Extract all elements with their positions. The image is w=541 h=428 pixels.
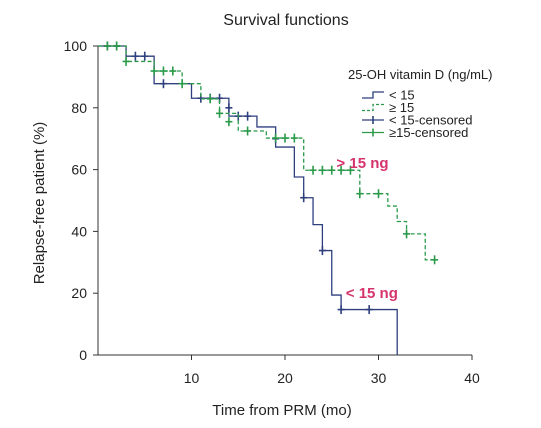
censored-mark-series-2 bbox=[150, 66, 158, 76]
censored-mark-series-2 bbox=[431, 255, 439, 265]
x-tick-label: 30 bbox=[371, 370, 387, 386]
censored-mark-series-2 bbox=[216, 108, 224, 118]
legend-label: ≥15-censored bbox=[389, 125, 468, 140]
censored-mark-series-2 bbox=[318, 165, 326, 175]
legend-entry-2: ≥ 15 bbox=[362, 100, 414, 115]
series-layer bbox=[98, 41, 439, 355]
censored-mark-series-2 bbox=[403, 229, 411, 239]
censored-mark-series-1 bbox=[300, 193, 308, 203]
legend-title: 25-OH vitamin D (ng/mL) bbox=[348, 67, 492, 82]
x-tick-label: 10 bbox=[184, 370, 200, 386]
censored-mark-series-2 bbox=[290, 133, 298, 143]
x-tick-label: 20 bbox=[277, 370, 293, 386]
legend-entry-4: ≥15-censored bbox=[362, 125, 468, 140]
axes bbox=[93, 45, 473, 360]
x-tick-label: 40 bbox=[464, 370, 480, 386]
censored-mark-series-2 bbox=[375, 189, 382, 199]
legend-label: < 15-censored bbox=[389, 113, 472, 128]
censored-mark-series-2 bbox=[169, 66, 177, 76]
censored-mark-series-2 bbox=[103, 41, 111, 51]
survival-curve-series-1 bbox=[98, 45, 398, 355]
annotation-layer: > 15 ng < 15 ng bbox=[336, 155, 397, 302]
censored-mark-series-1 bbox=[365, 305, 373, 315]
censored-mark-series-2 bbox=[328, 165, 336, 175]
censored-mark-series-1 bbox=[244, 111, 252, 121]
annotation-label-1: > 15 ng bbox=[336, 155, 388, 172]
y-axis-title: Relapse-free patient (%) bbox=[31, 122, 48, 285]
chart-title: Survival functions bbox=[223, 12, 348, 29]
censored-mark-series-2 bbox=[272, 133, 280, 143]
legend-entries: < 15≥ 15< 15-censored≥15-censored bbox=[362, 88, 472, 140]
y-tick-label: 40 bbox=[71, 223, 87, 239]
censored-mark-series-1 bbox=[159, 79, 167, 89]
x-axis-title: Time from PRM (mo) bbox=[212, 402, 351, 419]
censored-mark-series-1 bbox=[141, 51, 149, 61]
survival-curve-series-2 bbox=[98, 45, 435, 261]
tick-labels: 10 20 30 40 0 20 40 60 80 100 bbox=[64, 38, 480, 386]
censored-mark-series-2 bbox=[113, 41, 121, 51]
censored-mark-series-2 bbox=[225, 117, 233, 127]
censored-mark-series-2 bbox=[206, 94, 214, 104]
censored-mark-series-2 bbox=[337, 165, 345, 175]
censored-mark-series-2 bbox=[309, 165, 317, 175]
censored-mark-series-2 bbox=[356, 189, 364, 199]
legend-entry-3: < 15-censored bbox=[362, 113, 472, 128]
censored-mark-series-2 bbox=[178, 79, 186, 89]
legend-label: < 15 bbox=[389, 88, 415, 103]
annotation-label-2: < 15 ng bbox=[346, 285, 398, 302]
y-tick-label: 20 bbox=[71, 285, 87, 301]
legend-entry-1: < 15 bbox=[362, 88, 415, 103]
legend-swatch-line bbox=[362, 91, 384, 99]
censored-mark-series-1 bbox=[225, 103, 233, 113]
censored-mark-series-2 bbox=[281, 133, 289, 143]
censored-mark-series-2 bbox=[244, 126, 252, 136]
censored-mark-series-2 bbox=[159, 66, 167, 76]
legend: 25-OH vitamin D (ng/mL) < 15≥ 15< 15-cen… bbox=[348, 67, 492, 140]
y-tick-label: 0 bbox=[79, 347, 87, 363]
censored-mark-series-2 bbox=[122, 56, 130, 66]
legend-swatch-line bbox=[362, 103, 384, 112]
censored-mark-series-1 bbox=[131, 51, 139, 61]
censored-mark-series-1 bbox=[318, 246, 326, 256]
y-tick-label: 80 bbox=[71, 100, 87, 116]
censored-mark-series-2 bbox=[346, 165, 354, 175]
y-tick-label: 60 bbox=[71, 162, 87, 178]
censored-mark-series-1 bbox=[337, 305, 345, 315]
y-tick-label: 100 bbox=[64, 38, 88, 54]
legend-label: ≥ 15 bbox=[389, 100, 414, 115]
